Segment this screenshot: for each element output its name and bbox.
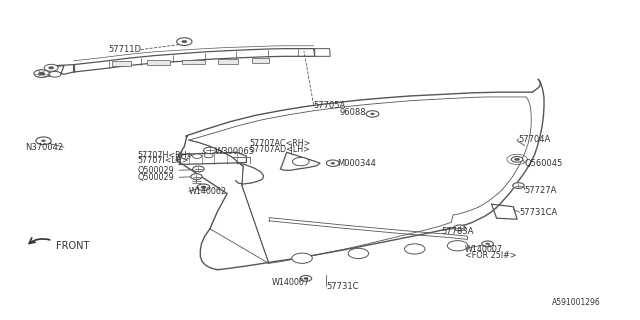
Text: 57707H<RH>: 57707H<RH> [138, 151, 194, 160]
Circle shape [36, 137, 51, 145]
Circle shape [44, 64, 58, 71]
Text: <FOR 25I#>: <FOR 25I#> [465, 251, 516, 260]
Circle shape [513, 183, 524, 188]
Circle shape [181, 155, 190, 159]
Circle shape [326, 160, 339, 166]
Circle shape [204, 147, 216, 154]
Circle shape [482, 241, 493, 247]
Text: 57711D: 57711D [109, 45, 142, 54]
Circle shape [304, 277, 308, 279]
Circle shape [193, 154, 202, 158]
Text: 57705A: 57705A [314, 101, 346, 110]
Bar [182, 60, 205, 64]
Circle shape [331, 162, 335, 164]
Circle shape [348, 248, 369, 259]
Text: 57783A: 57783A [442, 227, 474, 236]
Circle shape [201, 186, 206, 188]
Circle shape [193, 166, 204, 172]
Circle shape [204, 153, 213, 158]
Text: 57704A: 57704A [518, 135, 550, 144]
Text: W140007: W140007 [465, 245, 502, 254]
Circle shape [447, 241, 468, 251]
Text: A591001296: A591001296 [552, 298, 600, 307]
Circle shape [197, 184, 210, 190]
Circle shape [515, 158, 520, 161]
Circle shape [177, 38, 192, 45]
Circle shape [38, 72, 45, 75]
Text: FRONT: FRONT [56, 241, 90, 251]
Bar [252, 58, 269, 63]
Circle shape [292, 253, 312, 263]
Text: Q500029: Q500029 [138, 166, 174, 175]
Circle shape [486, 243, 490, 245]
Text: 96088: 96088 [339, 108, 366, 117]
Text: 57707AD<LH>: 57707AD<LH> [250, 145, 310, 154]
Text: 57731CA: 57731CA [520, 208, 558, 217]
Circle shape [511, 156, 523, 162]
Text: 57707I<LH>: 57707I<LH> [138, 156, 189, 165]
Text: 57731C: 57731C [326, 282, 359, 291]
Bar [147, 60, 170, 65]
Circle shape [454, 225, 465, 231]
Text: Q500029: Q500029 [138, 173, 174, 182]
Circle shape [182, 40, 187, 43]
Circle shape [404, 244, 425, 254]
Circle shape [371, 113, 374, 115]
Circle shape [366, 111, 379, 117]
Circle shape [49, 67, 54, 69]
Text: N370042: N370042 [26, 143, 64, 152]
Text: W300065: W300065 [214, 147, 255, 156]
Circle shape [42, 140, 45, 142]
Text: 57727A: 57727A [525, 186, 557, 195]
Bar [218, 59, 238, 64]
Bar [112, 61, 131, 66]
Circle shape [34, 70, 49, 77]
Text: W140062: W140062 [189, 188, 227, 196]
Circle shape [292, 157, 309, 166]
Circle shape [49, 71, 61, 77]
Text: M000344: M000344 [337, 159, 376, 168]
Circle shape [191, 174, 202, 180]
Circle shape [300, 276, 312, 281]
Text: W140007: W140007 [272, 278, 310, 287]
Text: 57707AC<RH>: 57707AC<RH> [250, 139, 311, 148]
Text: Q560045: Q560045 [525, 159, 563, 168]
